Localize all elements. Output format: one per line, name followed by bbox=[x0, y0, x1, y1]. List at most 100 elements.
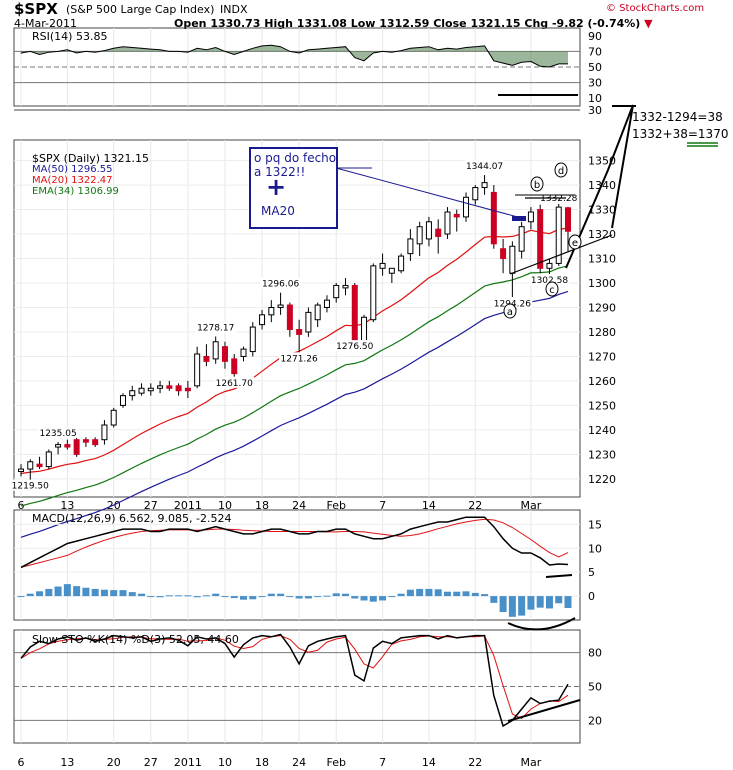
x-tick-label: 14 bbox=[422, 499, 436, 512]
sto-d-line bbox=[20, 635, 569, 720]
candle-body bbox=[259, 314, 266, 326]
wave-label-e: e bbox=[572, 238, 578, 249]
macd-hist-bar bbox=[240, 596, 248, 600]
price-y-tick: 1280 bbox=[588, 326, 616, 339]
macd-hist-bar bbox=[36, 591, 44, 597]
macd-hist-bar bbox=[128, 592, 136, 597]
wave-circle-b bbox=[530, 176, 544, 192]
macd-hist-bar bbox=[379, 596, 387, 601]
candle-body bbox=[500, 248, 507, 260]
candle-body bbox=[45, 451, 52, 468]
macd-hist-bar bbox=[54, 586, 62, 597]
macd-hist-bar bbox=[545, 596, 553, 609]
x-tick-label: 7 bbox=[379, 499, 386, 512]
candle-body bbox=[472, 187, 479, 201]
plus-icon: + bbox=[266, 173, 287, 201]
wave-circle-a bbox=[503, 303, 517, 319]
candle-body bbox=[27, 461, 34, 470]
ma20-legend: MA(20) 1322.47 bbox=[32, 175, 113, 186]
candle-body bbox=[147, 387, 154, 392]
price-y-tick: 1240 bbox=[588, 424, 616, 437]
macd-hist-bar bbox=[277, 593, 285, 597]
x-tick-label-bottom: 20 bbox=[107, 756, 121, 769]
candle-body bbox=[425, 221, 432, 240]
candle-body bbox=[110, 409, 117, 426]
macd-hist-bar bbox=[119, 590, 127, 597]
candle-body bbox=[296, 329, 303, 335]
price-data-label: 1332.28 bbox=[540, 194, 577, 204]
candle-body bbox=[101, 424, 108, 441]
data-label-bg bbox=[195, 321, 236, 333]
macd-line bbox=[20, 516, 569, 569]
candle-body bbox=[388, 267, 395, 274]
ohlc-text: Open 1330.73 High 1331.08 Low 1312.59 Cl… bbox=[174, 17, 641, 30]
candle-body bbox=[129, 390, 136, 397]
x-tick-label-bottom: 7 bbox=[379, 756, 386, 769]
macd-hist-bar bbox=[314, 596, 322, 598]
macd-signal-line bbox=[20, 518, 569, 568]
candle-body bbox=[379, 262, 386, 269]
price-panel-frame bbox=[13, 139, 581, 498]
macd-hist-bar bbox=[462, 591, 470, 597]
macd-hist-bar bbox=[453, 591, 461, 597]
price-y-tick: 1260 bbox=[588, 375, 616, 388]
macd-hist-bar bbox=[518, 596, 526, 616]
candle-body bbox=[444, 211, 451, 235]
candle-body bbox=[453, 213, 460, 218]
candle-body bbox=[463, 196, 470, 218]
x-tick-label-bottom: 2011 bbox=[174, 756, 202, 769]
price-data-label: 1278.17 bbox=[197, 324, 234, 334]
data-label-bg bbox=[464, 160, 505, 172]
candle-body bbox=[416, 226, 423, 245]
x-tick-label-bottom: 14 bbox=[422, 756, 436, 769]
candle-body bbox=[333, 284, 340, 299]
macd-hist-bar bbox=[100, 589, 108, 597]
candle-body bbox=[323, 299, 330, 308]
macd-hist-bar bbox=[184, 595, 192, 597]
price-data-label: 1235.05 bbox=[39, 429, 76, 439]
macd-hist-bar bbox=[481, 594, 489, 597]
macd-hist-bar bbox=[156, 596, 164, 598]
macd-hist-trendline bbox=[507, 617, 576, 631]
macd-hist-bar bbox=[45, 588, 53, 597]
x-tick-label-bottom: 10 bbox=[218, 756, 232, 769]
x-tick-label: 13 bbox=[60, 499, 74, 512]
x-tick-label: 24 bbox=[292, 499, 306, 512]
macd-hist-bar bbox=[175, 595, 183, 597]
candle-body bbox=[36, 463, 43, 468]
macd-hist-bar bbox=[323, 595, 331, 597]
data-label-bg bbox=[492, 297, 533, 309]
wave-label-d: d bbox=[558, 166, 564, 177]
macd-y-tick: 15 bbox=[588, 518, 602, 531]
candle-body bbox=[55, 444, 62, 448]
x-tick-label-bottom: Mar bbox=[521, 756, 542, 769]
symbol: $SPX bbox=[14, 0, 58, 18]
macd-label: MACD(12,26,9) 6.562, 9.085, -2.524 bbox=[32, 512, 232, 525]
data-label-bg bbox=[279, 352, 320, 364]
candle-body bbox=[407, 238, 414, 255]
price-data-label: 1276.50 bbox=[336, 342, 373, 352]
macd-hist-bar bbox=[82, 587, 90, 597]
x-tick-label: 2011 bbox=[174, 499, 202, 512]
rsi-y-tick: 50 bbox=[588, 61, 602, 74]
candle-body bbox=[361, 316, 368, 343]
price-y-tick: 1220 bbox=[588, 473, 616, 486]
x-tick-label: Feb bbox=[326, 499, 345, 512]
candle-body bbox=[73, 439, 80, 455]
macd-hist-bar bbox=[490, 596, 498, 603]
candle-body bbox=[119, 395, 126, 406]
candle-body bbox=[175, 385, 182, 392]
macd-hist-bar bbox=[230, 596, 238, 599]
macd-hist-bar bbox=[91, 588, 99, 597]
change-down-icon: ▼ bbox=[644, 17, 653, 30]
candle-body bbox=[268, 306, 275, 316]
macd-hist-bar bbox=[434, 589, 442, 597]
macd-hist-bar bbox=[17, 596, 25, 598]
x-tick-label: 27 bbox=[144, 499, 158, 512]
macd-hist-bar bbox=[555, 596, 563, 604]
candle-body bbox=[314, 304, 321, 321]
candle-body bbox=[565, 207, 571, 232]
data-label-bg bbox=[260, 277, 301, 289]
macd-hist-bar bbox=[258, 596, 266, 598]
